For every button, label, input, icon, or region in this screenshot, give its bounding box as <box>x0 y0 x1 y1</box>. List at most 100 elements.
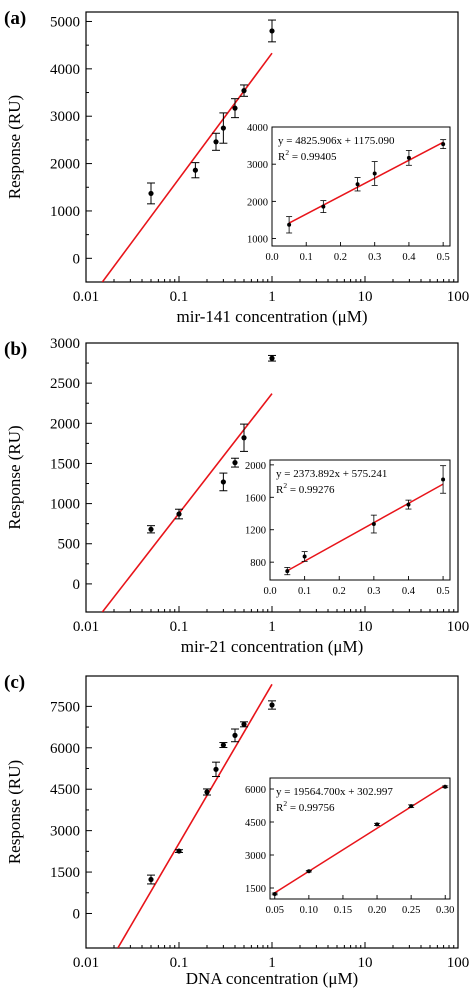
inset-fit-line <box>274 784 446 894</box>
inset-data-point <box>441 477 446 482</box>
fit-line <box>117 683 273 948</box>
y-tick-label: 0 <box>73 251 81 267</box>
inset-y-tick-label: 800 <box>250 558 266 569</box>
y-tick-label: 1500 <box>50 456 80 472</box>
inset-x-tick-label: 0.30 <box>436 905 454 916</box>
inset-data-point <box>372 171 377 176</box>
r2-symbol: R <box>278 151 286 163</box>
y-tick-label: 0 <box>73 577 81 593</box>
inset-x-tick-label: 0.15 <box>334 905 352 916</box>
y-axis-title: Response (RU) <box>5 760 24 864</box>
y-tick-label: 1000 <box>50 497 80 513</box>
inset-y-tick-label: 1600 <box>245 493 266 504</box>
inset-data-point <box>285 569 290 574</box>
inset-data-point <box>371 522 376 527</box>
data-point <box>241 88 247 94</box>
y-tick-label: 2000 <box>50 416 80 432</box>
y-tick-label: 500 <box>58 537 81 553</box>
y-tick-label: 5000 <box>50 14 80 30</box>
inset-x-tick-label: 0.10 <box>300 905 318 916</box>
inset-data-point <box>406 155 411 160</box>
inset-y-tick-label: 4500 <box>245 818 266 829</box>
data-point <box>148 526 154 532</box>
inset-frame <box>271 126 451 247</box>
x-tick-label: 100 <box>447 619 470 635</box>
data-point <box>213 139 219 145</box>
inset-equation: y = 2373.892x + 575.241 <box>276 468 387 480</box>
inset-x-tick-label: 0.2 <box>333 586 346 597</box>
x-tick-label: 0.1 <box>170 619 189 635</box>
inset-y-tick-label: 3000 <box>245 851 266 862</box>
data-point <box>232 105 238 111</box>
r2-superscript: 2 <box>283 799 287 808</box>
data-point <box>176 848 182 854</box>
y-tick-label: 3000 <box>50 109 80 125</box>
data-point <box>213 766 219 772</box>
data-point <box>241 721 247 727</box>
r2-superscript: 2 <box>283 481 287 490</box>
inset-y-tick-label: 4000 <box>247 123 268 134</box>
inset-x-tick-label: 0.1 <box>298 586 311 597</box>
inset-data-point <box>375 822 380 827</box>
y-tick-label: 1000 <box>50 204 80 220</box>
y-tick-label: 2500 <box>50 376 80 392</box>
inset-x-tick-label: 0.0 <box>263 586 276 597</box>
x-tick-label: 0.1 <box>170 955 189 971</box>
r2-value: = 0.99756 <box>287 802 335 814</box>
data-point <box>241 435 247 441</box>
panel-b: 0.01 0.1 1 10 100050010001500200025003000mir… <box>4 336 469 656</box>
inset-y-tick-label: 2000 <box>245 461 266 472</box>
x-tick-label: 0.01 <box>73 289 99 305</box>
data-point <box>148 190 154 197</box>
x-tick-label: 1 <box>268 955 276 971</box>
y-tick-label: 3000 <box>50 336 80 352</box>
inset: 0.0 0.1 0.2 0.3 0.4 0.5 800 1200 1600 2000 y = 237… <box>245 459 451 597</box>
data-point <box>220 479 226 485</box>
inset-data-point <box>443 784 448 789</box>
y-axis-title: Response (RU) <box>5 425 24 529</box>
r2-value: = 0.99276 <box>287 484 335 496</box>
data-point <box>204 789 210 795</box>
r2-superscript: 2 <box>285 148 289 157</box>
inset: 0.05 0.10 0.15 0.20 0.25 0.30 1500 3000 4500 6000… <box>245 777 454 916</box>
inset-x-tick-label: 0.4 <box>402 586 416 597</box>
inset-data-point <box>306 869 311 874</box>
panel-label: (c) <box>4 672 25 693</box>
data-point <box>220 125 226 131</box>
inset-x-tick-label: 0.1 <box>300 252 313 263</box>
panel-label: (b) <box>4 339 27 360</box>
inset-x-tick-label: 0.3 <box>367 586 380 597</box>
inset-data-point <box>287 222 292 227</box>
inset: 0.0 0.1 0.2 0.3 0.4 0.5 1000 2000 3000 4000 y = 48… <box>247 123 451 263</box>
inset-r-squared: R2 = 0.99756 <box>276 799 335 814</box>
x-tick-label: 10 <box>358 955 373 971</box>
r2-symbol: R <box>276 484 284 496</box>
x-axis-title: DNA concentration (μM) <box>186 969 358 988</box>
inset-x-tick-label: 0.2 <box>334 252 347 263</box>
inset-x-tick-label: 0.4 <box>402 252 416 263</box>
data-point <box>192 167 198 173</box>
data-point <box>232 732 238 738</box>
inset-y-tick-label: 1200 <box>245 526 266 537</box>
y-tick-label: 4500 <box>50 782 80 798</box>
x-tick-label: 0.01 <box>73 619 99 635</box>
inset-x-tick-label: 0.05 <box>266 905 284 916</box>
data-point <box>269 355 275 361</box>
y-tick-label: 0 <box>73 906 81 922</box>
y-tick-label: 7500 <box>50 699 80 715</box>
data-point <box>148 876 154 883</box>
inset-data-point <box>355 182 360 187</box>
data-point <box>269 702 275 708</box>
inset-y-tick-label: 1000 <box>247 235 268 246</box>
x-tick-label: 1 <box>268 619 276 635</box>
inset-x-tick-label: 0.25 <box>402 905 420 916</box>
panel-a: 0.01 0.1 1 10 100010002000300040005000mir-14… <box>4 8 469 326</box>
inset-data-point <box>441 142 446 147</box>
x-tick-label: 0.1 <box>170 289 189 305</box>
inset-data-point <box>406 502 411 507</box>
x-axis-title: mir-141 concentration (μM) <box>177 307 368 326</box>
y-tick-label: 1500 <box>50 865 80 881</box>
inset-x-tick-label: 0.20 <box>368 905 386 916</box>
inset-data-point <box>321 204 326 209</box>
